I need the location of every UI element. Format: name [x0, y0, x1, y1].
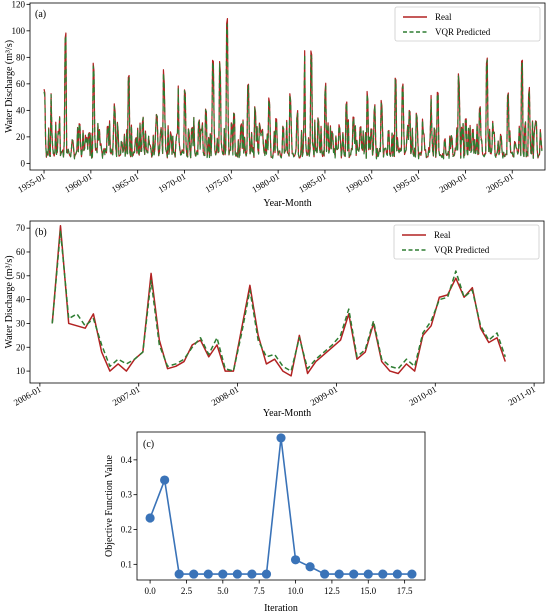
- panel-c-y-tick-label: 0.2: [121, 525, 132, 535]
- panel-b-legend: Real VQR Predicted: [393, 224, 540, 260]
- objective-point: [160, 475, 170, 485]
- objective-point: [290, 555, 301, 565]
- objective-point: [189, 569, 199, 579]
- panel-b-y-tick-label: 60: [16, 247, 26, 257]
- panel-b-legend-label-real: Real: [434, 230, 451, 240]
- panel-a-legend-label-real: Real: [435, 12, 452, 22]
- panel-b-series: [51, 225, 506, 377]
- panel-b-x-tick-label: 2007-01: [111, 384, 142, 408]
- panel-a-plot-frame: [29, 2, 546, 171]
- panel-b-y-tick-label: 40: [16, 295, 26, 305]
- objective-point: [261, 569, 272, 579]
- panel-b-discharge-2006-2010: 2006-01 2007-01 2008-01 2009-01 2010-01 2011-…: [4, 220, 545, 419]
- panel-b-y-tick-label: 30: [16, 318, 26, 328]
- panel-a-legend-label-predicted: VQR Predicted: [435, 27, 491, 37]
- panel-b-y-tick-label: 20: [16, 342, 26, 352]
- series-vqr-predicted-line: [51, 229, 506, 372]
- panel-c-x-tick-label: 17.5: [397, 586, 413, 596]
- objective-point: [276, 433, 286, 443]
- panel-a-x-tick-label: 1970-01: [157, 171, 188, 195]
- panel-a-y-axis-label: Water Discharge (m³/s): [4, 40, 15, 133]
- objective-point: [320, 569, 330, 579]
- objective-point: [305, 562, 315, 572]
- objective-point: [407, 569, 417, 579]
- panel-c-y-axis-label: Objective Function Value: [104, 454, 115, 557]
- panel-a-x-tick-label: 2005-01: [484, 171, 515, 195]
- panel-a-x-tick-label: 1985-01: [297, 171, 328, 195]
- objective-point: [363, 569, 373, 579]
- panel-b-y-axis-label: Water Discharge (m³/s): [4, 255, 15, 348]
- panel-c-x-tick-label: 10.0: [288, 586, 304, 596]
- panel-c-x-tick-label: 5.0: [217, 586, 229, 596]
- panel-a-series: [43, 17, 543, 160]
- series-real-line: [51, 225, 506, 377]
- objective-point: [334, 569, 344, 579]
- panel-b-legend-label-predicted: VQR Predicted: [434, 245, 490, 255]
- panel-a-legend: Real VQR Predicted: [394, 6, 541, 42]
- panel-c-objective-function: 0.0 2.5 5.0 7.5 10.0 12.5 15.0 17.5 0.10.20.30.…: [104, 431, 426, 614]
- panel-a-y-tick-label: 20: [16, 132, 26, 142]
- objective-point: [349, 569, 359, 579]
- panel-b-y-ticks: 10 20 30 40 50 60 70: [16, 223, 30, 376]
- panel-c-series: [145, 433, 417, 579]
- objective-point: [174, 569, 184, 579]
- panel-a-x-tick-label: 1955-01: [16, 171, 47, 195]
- panel-c-y-tick-label: 0.1: [121, 559, 132, 569]
- panel-a-tag: (a): [35, 9, 46, 20]
- panel-b-legend-box: [393, 224, 540, 260]
- panel-c-x-tick-label: 15.0: [360, 586, 376, 596]
- panel-b-plot-frame: [29, 220, 545, 384]
- panel-a-x-tick-label: 1990-01: [344, 171, 375, 195]
- panel-c-y-tick-label: 0.3: [121, 490, 133, 500]
- objective-point: [145, 513, 155, 523]
- objective-line: [149, 437, 412, 575]
- panel-a-x-tick-label: 2000-01: [437, 171, 468, 195]
- panel-b-y-tick-label: 70: [16, 223, 26, 233]
- panel-c-tag: (c): [143, 439, 154, 450]
- panel-c-x-tick-label: 2.5: [181, 586, 193, 596]
- panel-a-x-tick-label: 1965-01: [110, 171, 141, 195]
- objective-point: [247, 569, 257, 579]
- panel-b-tag: (b): [35, 227, 47, 238]
- panel-c-x-ticks: 0.0 2.5 5.0 7.5 10.0 12.5 15.0 17.5: [144, 580, 413, 596]
- panel-a-y-tick-label: 60: [16, 79, 26, 89]
- panel-b-x-tick-label: 2009-01: [308, 384, 339, 408]
- panel-a-y-tick-label: 0: [21, 158, 26, 168]
- objective-point: [232, 569, 242, 579]
- panel-a-y-tick-label: 120: [12, 0, 26, 9]
- panel-c-plot-frame: [136, 431, 426, 581]
- objective-point: [218, 569, 228, 579]
- panel-b-x-tick-label: 2011-01: [506, 384, 537, 407]
- panel-b-y-tick-label: 10: [16, 366, 26, 376]
- panel-a-x-axis-label: Year-Month: [263, 198, 311, 209]
- panel-c-x-axis-label: Iteration: [264, 603, 298, 614]
- panel-b-y-tick-label: 50: [16, 271, 26, 281]
- panel-a-y-tick-label: 80: [16, 52, 26, 62]
- panel-a-discharge-1955-2008: 1955-01 1960-01 1965-01 1970-01 1975-01 1980-…: [4, 0, 546, 209]
- panel-b-x-tick-label: 2006-01: [12, 384, 43, 408]
- objective-point: [203, 569, 213, 579]
- panel-a-legend-box: [394, 6, 541, 42]
- panel-a-x-tick-label: 1995-01: [391, 171, 422, 195]
- panel-c-x-tick-label: 7.5: [254, 586, 266, 596]
- panel-a-x-tick-label: 1960-01: [63, 171, 94, 195]
- panel-b-x-tick-label: 2010-01: [407, 384, 438, 408]
- panel-c-x-tick-label: 12.5: [324, 586, 340, 596]
- panel-a-y-tick-label: 40: [16, 105, 26, 115]
- series-vqr-predicted-line: [43, 23, 543, 160]
- panel-a-x-tick-label: 1975-01: [203, 171, 234, 195]
- objective-point: [392, 569, 402, 579]
- panel-a-x-ticks: 1955-01 1960-01 1965-01 1970-01 1975-01 1980-…: [16, 170, 515, 195]
- panel-a-x-tick-label: 1980-01: [250, 171, 281, 195]
- panel-b-x-ticks: 2006-01 2007-01 2008-01 2009-01 2010-01 2011-…: [12, 383, 537, 408]
- panel-b-x-axis-label: Year-Month: [263, 408, 311, 419]
- panel-b-x-tick-label: 2008-01: [210, 384, 241, 408]
- objective-point: [378, 569, 388, 579]
- panel-c-x-tick-label: 0.0: [144, 586, 156, 596]
- panel-c-y-tick-label: 0.4: [121, 455, 133, 465]
- panel-a-y-tick-label: 100: [12, 26, 26, 36]
- panel-c-y-ticks: 0.1 0.2 0.3 0.4: [121, 455, 137, 569]
- panel-a-y-ticks: 0 20 40 60 80 100 120: [12, 0, 30, 168]
